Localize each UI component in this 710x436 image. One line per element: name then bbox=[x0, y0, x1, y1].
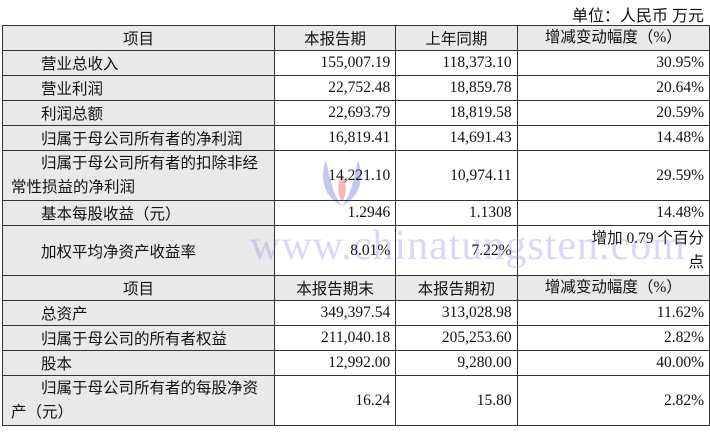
row-label: 利润总额 bbox=[2, 100, 275, 126]
cell: 增加 0.79 个百分点 bbox=[516, 225, 710, 276]
cell: 14.48% bbox=[516, 200, 710, 226]
financial-summary-table: 项目 本报告期 上年同期 增减变动幅度（%） 营业总收入 155,007.19 11… bbox=[2, 25, 710, 426]
table-row: 利润总额 22,693.79 18,819.58 20.59% bbox=[2, 100, 710, 126]
row-label: 基本每股收益（元） bbox=[2, 200, 275, 226]
cell: 22,752.48 bbox=[273, 75, 397, 101]
cell: 30.95% bbox=[516, 50, 710, 76]
cell: 10,974.11 bbox=[395, 150, 518, 201]
table-row: 营业总收入 155,007.19 118,373.10 30.95% bbox=[2, 50, 710, 76]
table-row: 归属于母公司所有者的每股净资产（元） 16.24 15.80 2.82% bbox=[2, 375, 710, 426]
unit-label: 单位：人民币 万元 bbox=[571, 8, 704, 25]
table-row: 股本 12,992.00 9,280.00 40.00% bbox=[2, 350, 710, 376]
header-item: 项目 bbox=[2, 275, 275, 301]
header-change: 增减变动幅度（%） bbox=[516, 275, 710, 301]
cell: 18,819.58 bbox=[395, 100, 518, 126]
cell: 7.22% bbox=[395, 225, 518, 276]
row-label: 股本 bbox=[2, 350, 275, 376]
row-label: 归属于母公司所有者的每股净资产（元） bbox=[2, 375, 275, 426]
row-label: 营业总收入 bbox=[2, 50, 275, 76]
cell: 8.01% bbox=[273, 225, 397, 276]
cell: 349,397.54 bbox=[273, 300, 397, 326]
row-label: 总资产 bbox=[2, 300, 275, 326]
row-label: 营业利润 bbox=[2, 75, 275, 101]
cell: 14,221.10 bbox=[273, 150, 397, 201]
cell: 155,007.19 bbox=[273, 50, 397, 76]
row-label: 归属于母公司的所有者权益 bbox=[2, 325, 275, 351]
cell: 11.62% bbox=[516, 300, 710, 326]
header-item: 项目 bbox=[2, 25, 275, 51]
header-change: 增减变动幅度（%） bbox=[516, 25, 710, 51]
cell: 2.82% bbox=[516, 375, 710, 426]
table-row: 归属于母公司所有者的扣除非经常性损益的净利润 14,221.10 10,974.11… bbox=[2, 150, 710, 201]
cell: 9,280.00 bbox=[395, 350, 518, 376]
table-row: 基本每股收益（元） 1.2946 1.1308 14.48% bbox=[2, 200, 710, 226]
cell: 22,693.79 bbox=[273, 100, 397, 126]
header-period-start: 本报告期初 bbox=[395, 275, 518, 301]
row-label: 加权平均净资产收益率 bbox=[2, 225, 275, 276]
header-current: 本报告期 bbox=[273, 25, 397, 51]
cell: 16.24 bbox=[273, 375, 397, 426]
table-row: 加权平均净资产收益率 8.01% 7.22% 增加 0.79 个百分点 bbox=[2, 225, 710, 276]
table-header-row: 项目 本报告期末 本报告期初 增减变动幅度（%） bbox=[2, 275, 710, 301]
cell: 14,691.43 bbox=[395, 125, 518, 151]
table-header-row: 项目 本报告期 上年同期 增减变动幅度（%） bbox=[2, 25, 710, 51]
table-row: 总资产 349,397.54 313,028.98 11.62% bbox=[2, 300, 710, 326]
cell: 14.48% bbox=[516, 125, 710, 151]
cell: 313,028.98 bbox=[395, 300, 518, 326]
row-label: 归属于母公司所有者的扣除非经常性损益的净利润 bbox=[2, 150, 275, 201]
table-row: 营业利润 22,752.48 18,859.78 20.64% bbox=[2, 75, 710, 101]
cell: 40.00% bbox=[516, 350, 710, 376]
header-prior: 上年同期 bbox=[395, 25, 518, 51]
cell: 118,373.10 bbox=[395, 50, 518, 76]
cell: 1.1308 bbox=[395, 200, 518, 226]
header-period-end: 本报告期末 bbox=[273, 275, 397, 301]
row-label: 归属于母公司所有者的净利润 bbox=[2, 125, 275, 151]
cell: 29.59% bbox=[516, 150, 710, 201]
cell: 205,253.60 bbox=[395, 325, 518, 351]
cell: 18,859.78 bbox=[395, 75, 518, 101]
cell: 211,040.18 bbox=[273, 325, 397, 351]
table-row: 归属于母公司所有者的净利润 16,819.41 14,691.43 14.48% bbox=[2, 125, 710, 151]
cell: 20.59% bbox=[516, 100, 710, 126]
cell: 12,992.00 bbox=[273, 350, 397, 376]
table-row: 归属于母公司的所有者权益 211,040.18 205,253.60 2.82% bbox=[2, 325, 710, 351]
cell: 2.82% bbox=[516, 325, 710, 351]
cell: 1.2946 bbox=[273, 200, 397, 226]
cell: 20.64% bbox=[516, 75, 710, 101]
cell: 15.80 bbox=[395, 375, 518, 426]
cell: 16,819.41 bbox=[273, 125, 397, 151]
